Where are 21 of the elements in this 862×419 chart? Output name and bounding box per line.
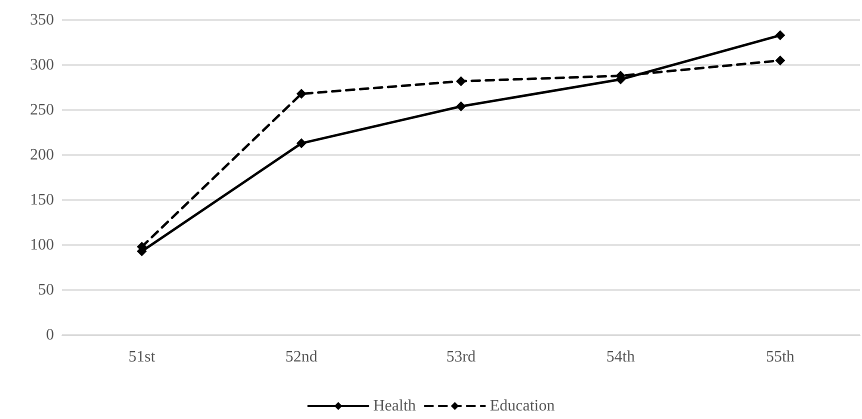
y-tick-label: 200 <box>30 146 54 164</box>
point <box>775 30 786 40</box>
y-tick-label: 300 <box>30 56 54 74</box>
x-tick-label: 52nd <box>285 348 318 366</box>
y-tick-label: 250 <box>30 102 54 118</box>
x-tick-label: 51st <box>128 348 156 366</box>
y-tick-label: 350 <box>30 12 54 28</box>
point <box>296 88 306 99</box>
legend-label: Health <box>373 398 416 414</box>
point <box>775 56 786 66</box>
x-tick-label: 55th <box>766 348 794 366</box>
x-tick-label: 53rd <box>446 348 476 366</box>
legend-label: Education <box>490 398 555 414</box>
y-tick-label: 50 <box>38 282 54 298</box>
y-tick-label: 0 <box>46 326 54 344</box>
x-tick-label: 54th <box>606 348 635 366</box>
y-tick-label: 100 <box>30 236 54 254</box>
point <box>456 76 466 86</box>
point <box>296 138 306 148</box>
y-tick-label: 150 <box>30 192 54 208</box>
point <box>456 101 466 112</box>
